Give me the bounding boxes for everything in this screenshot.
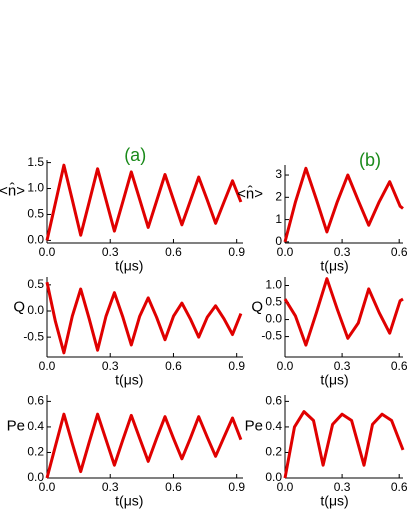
x-tick-label: 0.6 <box>165 359 182 373</box>
y-tick-label: 3 <box>275 167 282 181</box>
x-tick-label: 0.3 <box>334 480 351 494</box>
y-tick-label: 0.6 <box>265 394 282 408</box>
y-axis-label: Pe <box>7 418 25 435</box>
y-tick-label: 0.4 <box>27 419 44 433</box>
x-axis-label: t(μs) <box>320 258 348 274</box>
x-tick-label: 0.3 <box>102 480 119 494</box>
y-axis-label: <n̂> <box>237 185 263 202</box>
x-tick-label: 0.3 <box>102 245 119 259</box>
curve <box>283 277 404 347</box>
x-tick-label: 0.6 <box>391 359 407 373</box>
y-axis-label: Pe <box>245 418 263 435</box>
x-axis-label: t(μs) <box>115 258 143 274</box>
y-tick-label: 1.5 <box>27 155 44 169</box>
y-tick-label: 0.5 <box>27 277 44 291</box>
x-tick-label: 0.0 <box>39 359 56 373</box>
x-tick-label: 0.6 <box>165 245 182 259</box>
x-tick-label: 0.0 <box>277 359 294 373</box>
curve <box>45 163 243 241</box>
curve <box>45 281 243 355</box>
y-tick-label: -0.5 <box>261 329 282 343</box>
y-tick-label: 0.0 <box>265 470 282 484</box>
y-tick-label: 0.5 <box>27 207 44 221</box>
y-tick-label: 1.0 <box>27 181 44 195</box>
x-tick-label: 0.6 <box>165 480 182 494</box>
x-tick-label: 0.0 <box>277 245 294 259</box>
y-tick-label: 0.4 <box>265 419 282 433</box>
y-tick-label: 0.6 <box>27 394 44 408</box>
x-axis-label: t(μs) <box>320 493 348 509</box>
x-tick-label: 0.9 <box>228 359 245 373</box>
curve <box>283 166 404 243</box>
panel-label: (b) <box>359 150 381 170</box>
y-tick-label: 0.0 <box>27 470 44 484</box>
y-tick-label: 0.2 <box>27 445 44 459</box>
y-tick-label: 0.0 <box>265 312 282 326</box>
x-tick-label: 0.3 <box>334 359 351 373</box>
y-tick-label: 0 <box>275 234 282 248</box>
x-axis-label: t(μs) <box>320 372 348 388</box>
y-tick-label: 0.2 <box>265 445 282 459</box>
y-tick-label: -0.5 <box>23 329 44 343</box>
x-tick-label: 0.6 <box>391 245 407 259</box>
y-axis-label: Q <box>251 298 263 315</box>
x-tick-label: 0.9 <box>228 480 245 494</box>
y-tick-label: 2 <box>275 189 282 203</box>
y-axis-label: Q <box>13 298 25 315</box>
x-axis-label: t(μs) <box>115 372 143 388</box>
y-axis-label: <n̂> <box>0 182 25 199</box>
y-tick-label: 1 <box>275 212 282 226</box>
y-tick-label: 0.0 <box>27 303 44 317</box>
x-tick-label: 0.0 <box>39 245 56 259</box>
x-tick-label: 0.3 <box>102 359 119 373</box>
x-axis-label: t(μs) <box>115 493 143 509</box>
y-tick-label: 1.0 <box>265 278 282 292</box>
x-tick-label: 0.6 <box>391 480 407 494</box>
x-tick-label: 0.9 <box>228 245 245 259</box>
y-tick-label: 0.0 <box>27 233 44 247</box>
x-tick-label: 0.0 <box>277 480 294 494</box>
curve <box>283 410 405 479</box>
panel-label: (a) <box>124 145 146 165</box>
x-tick-label: 0.0 <box>39 480 56 494</box>
y-tick-label: 0.5 <box>265 295 282 309</box>
x-tick-label: 0.3 <box>334 245 351 259</box>
curve <box>45 412 243 479</box>
